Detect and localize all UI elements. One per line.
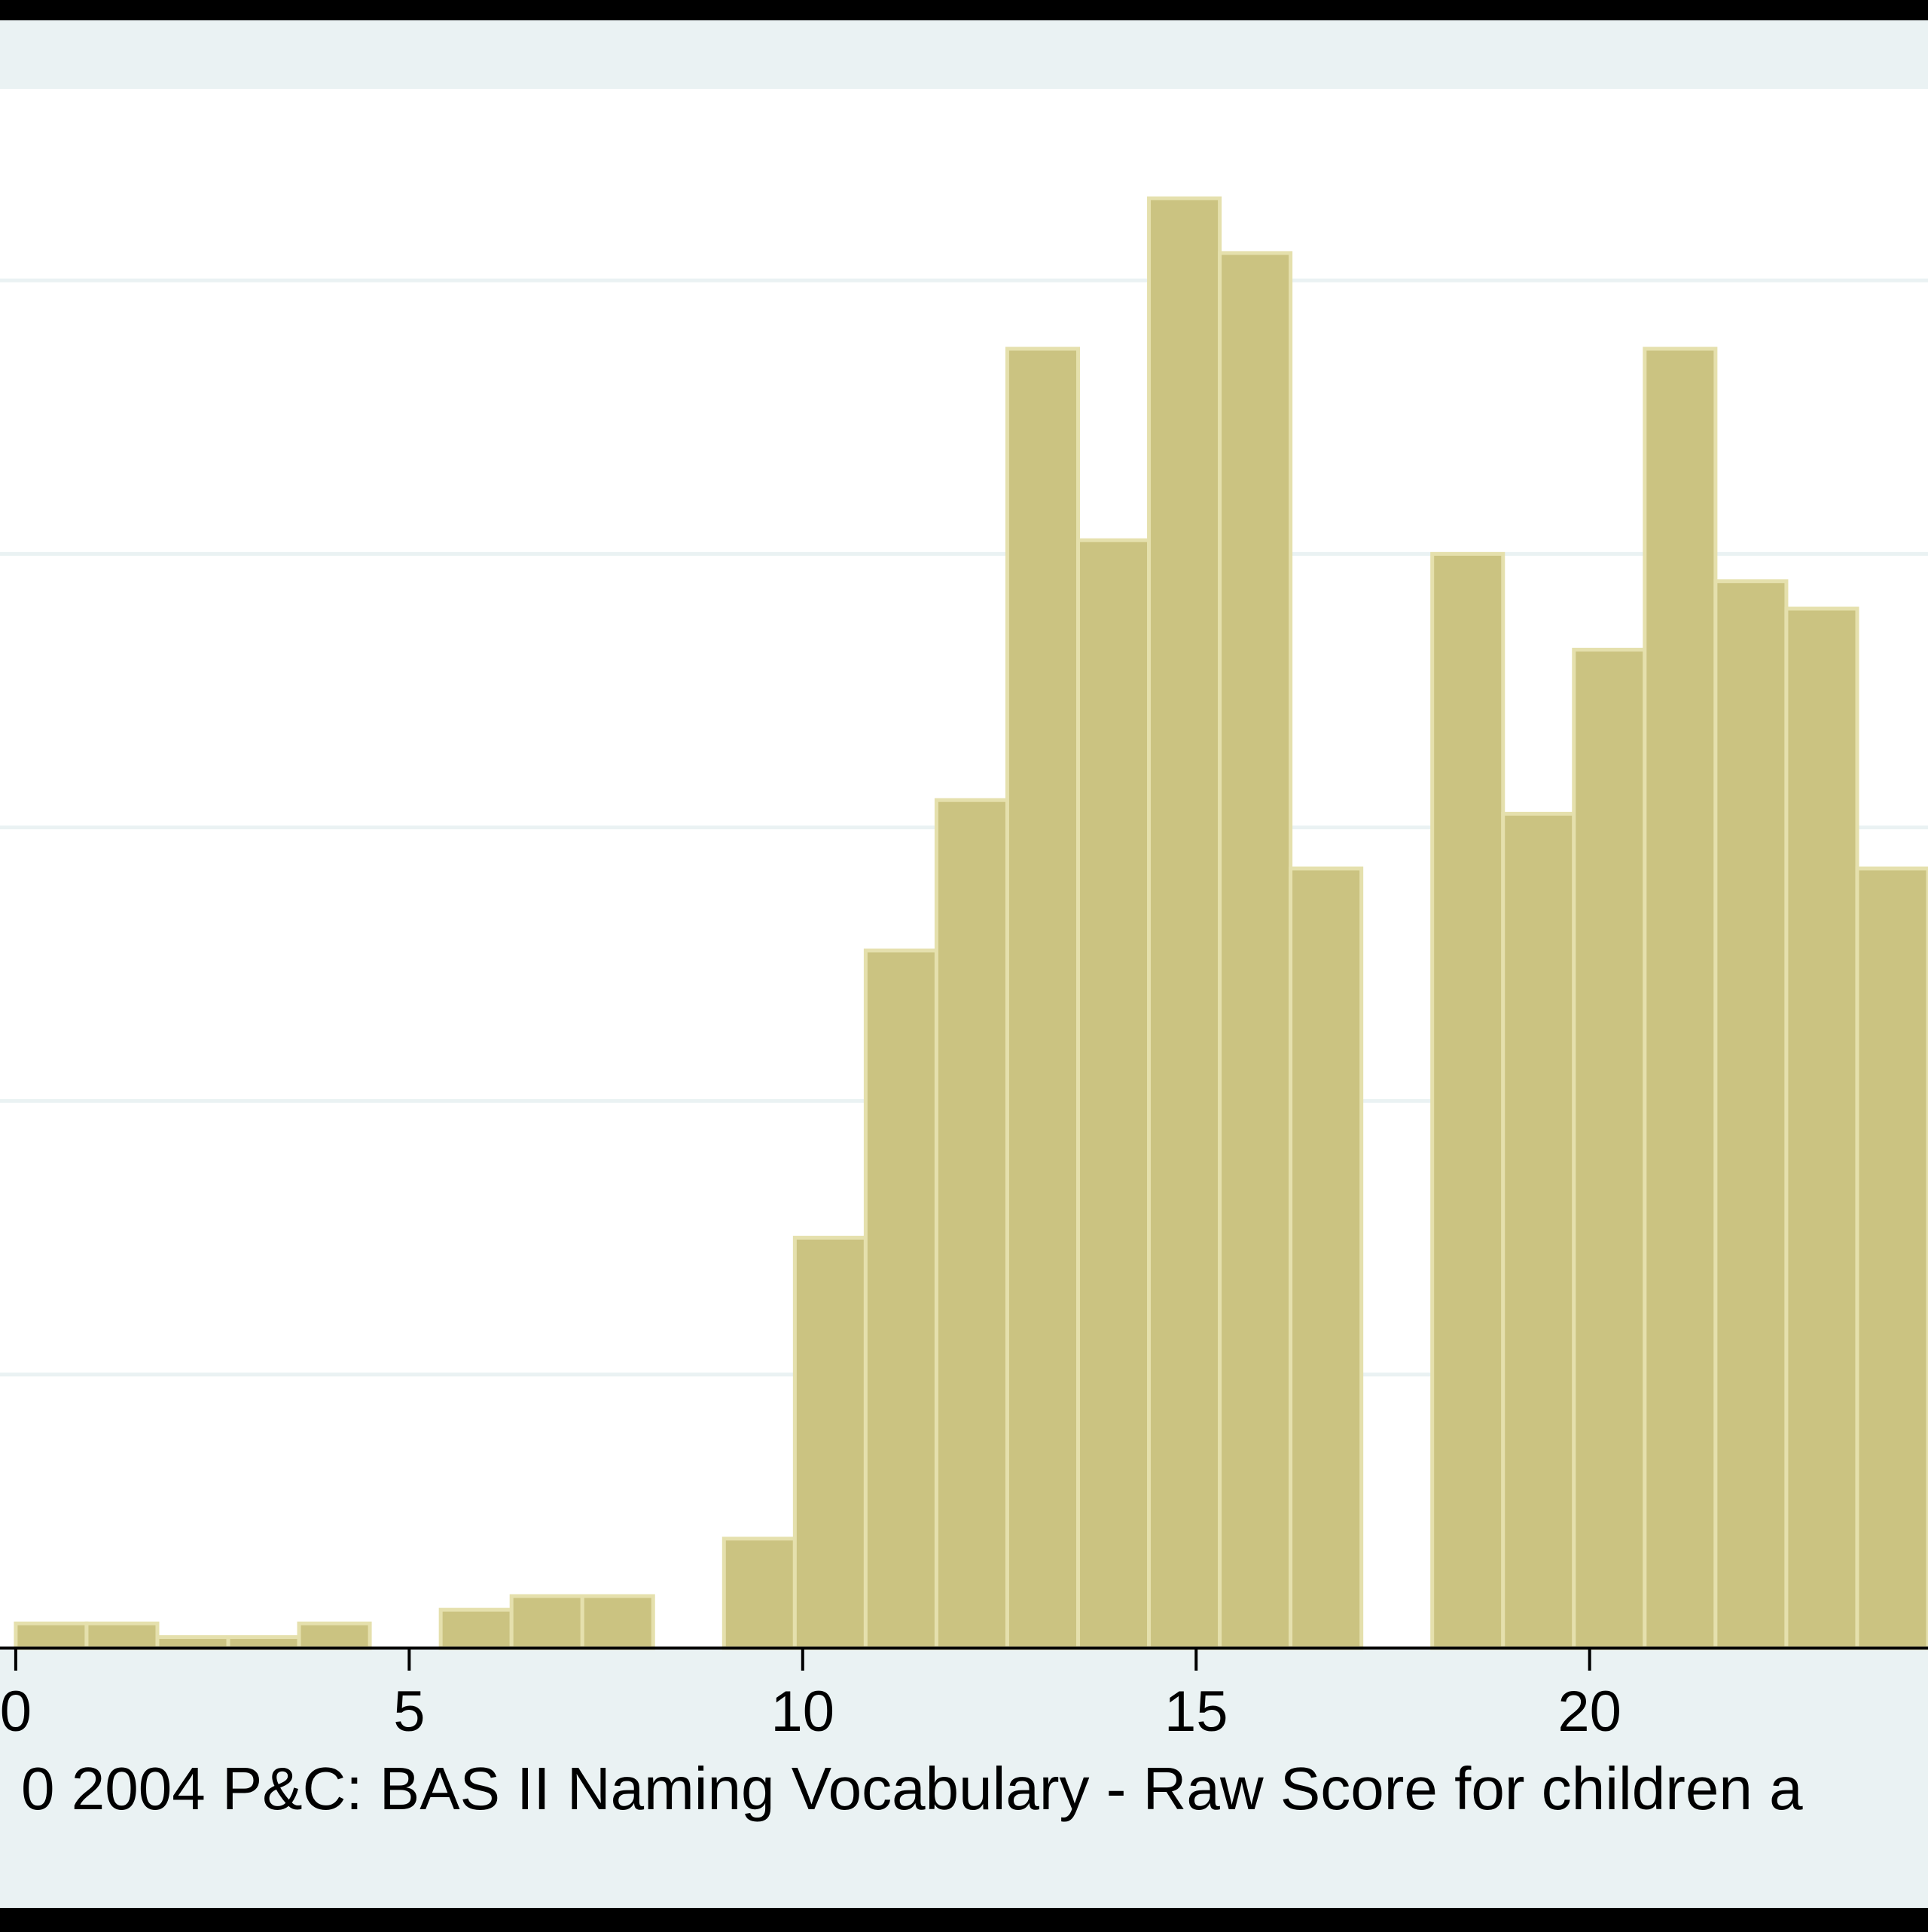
histogram-bar [438,1607,514,1650]
histogram-bar [580,1594,655,1650]
x-tick-label: 5 [393,1680,425,1744]
histogram-bar [863,948,938,1650]
histogram-bar [1643,346,1718,1650]
histogram-bar [1289,866,1364,1650]
histogram-bar [84,1621,160,1650]
histogram-bar [1855,866,1928,1650]
histogram-bar [1076,538,1152,1650]
histogram-bar [226,1634,301,1650]
x-axis-ticks: 0 5 10 15 20 [0,1648,1621,1744]
histogram-bar [1005,346,1081,1650]
x-tick-label: 10 [771,1680,835,1744]
histogram-bar [1501,811,1576,1650]
histogram-bar [1147,196,1222,1650]
histogram-bar [14,1621,89,1650]
x-axis-title: 0 2004 P&C: BAS II Naming Vocabulary - R… [21,1755,1803,1822]
histogram-bar [934,798,1009,1650]
histogram-bar [1713,579,1789,1650]
histogram-bar [721,1537,797,1650]
histogram-bar [509,1594,584,1650]
histogram-bar [1218,251,1293,1650]
x-tick-label: 0 [0,1680,32,1744]
x-tick-label: 15 [1164,1680,1228,1744]
histogram-bar [1572,647,1647,1650]
x-tick-label: 20 [1557,1680,1621,1744]
histogram-bar [1430,551,1505,1650]
histogram-bar [155,1634,230,1650]
histogram-bar [297,1621,372,1650]
histogram-bar [792,1235,868,1650]
histogram-bar [1784,606,1859,1650]
bars [14,196,1928,1650]
